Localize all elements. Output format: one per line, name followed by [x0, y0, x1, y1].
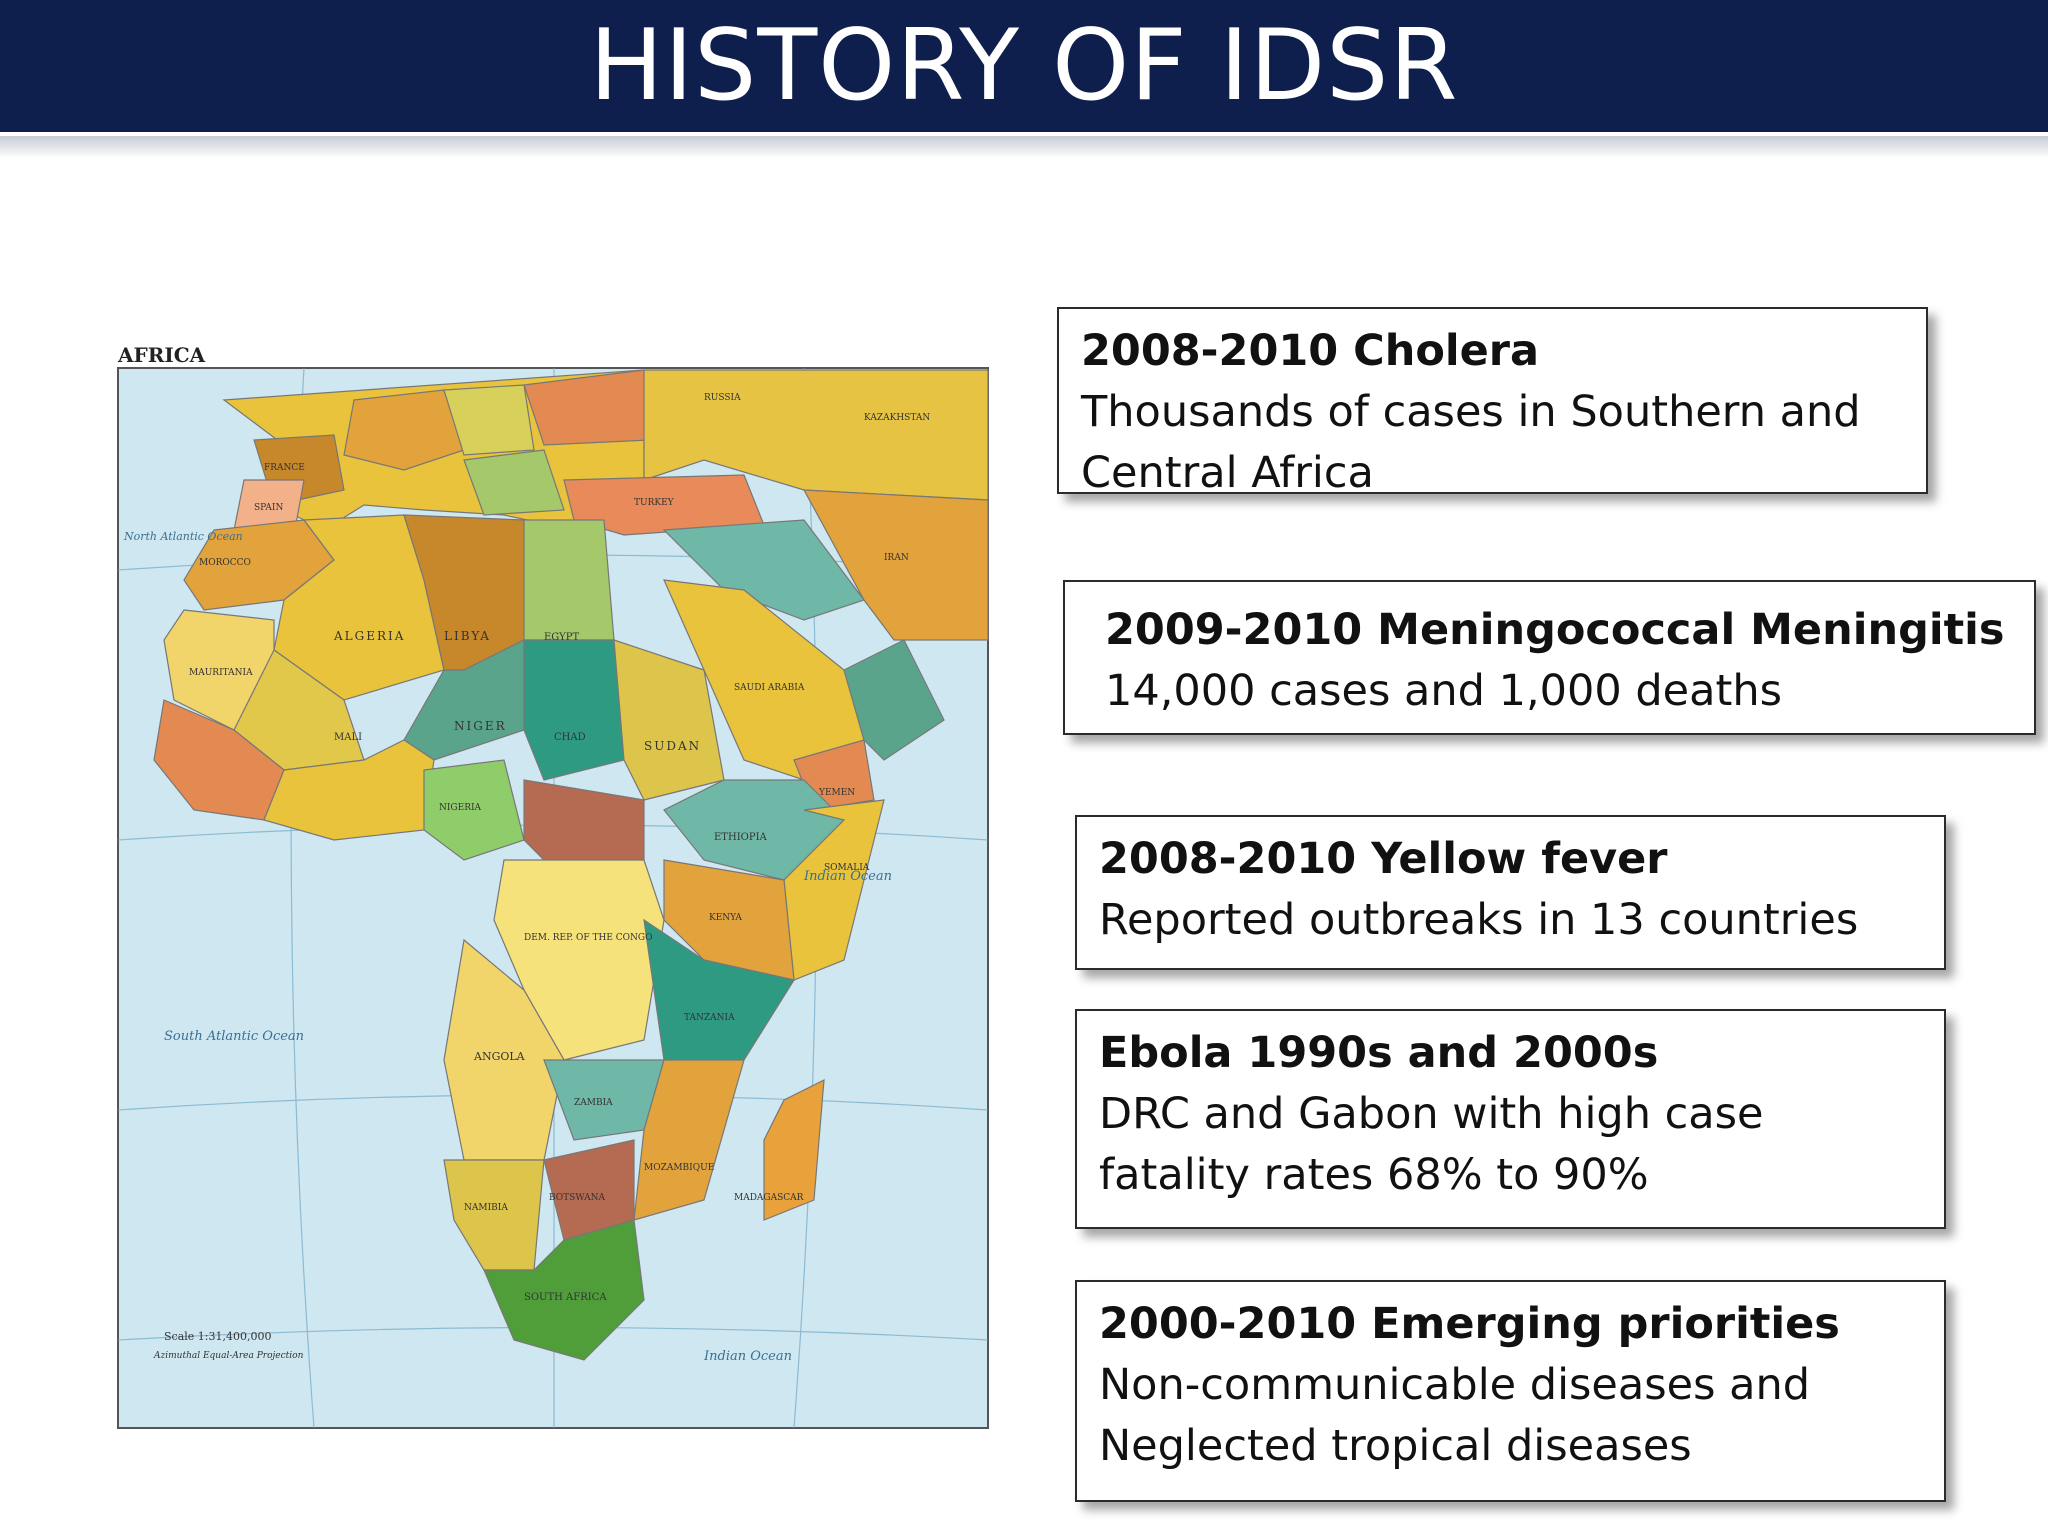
map-label-morocco: MOROCCO	[199, 558, 251, 568]
map-label-nigeria: NIGERIA	[439, 803, 482, 813]
map-label-algeria: ALGERIA	[333, 629, 405, 643]
map-projection: Azimuthal Equal-Area Projection	[153, 1351, 304, 1361]
map-label-spain: SPAIN	[254, 503, 283, 513]
map-label-angola: ANGOLA	[473, 1050, 526, 1063]
map-label-mauritania: MAURITANIA	[189, 668, 253, 678]
map-label-somalia: SOMALIA	[824, 863, 870, 873]
title-bar: HISTORY OF IDSR	[0, 0, 2048, 132]
map-label-niger: NIGER	[454, 719, 507, 733]
map-label-libya: LIBYA	[444, 629, 491, 643]
map-label-indian-ocean: Indian Ocean	[803, 869, 892, 884]
africa-map: AFRICA	[104, 340, 1004, 1440]
info-box-title: Ebola 1990s and 2000s	[1099, 1028, 1659, 1078]
info-box-line: fatality rates 68% to 90%	[1099, 1150, 1649, 1200]
map-label-tanzania: TANZANIA	[684, 1013, 735, 1023]
info-box-line: Thousands of cases in Southern and	[1081, 387, 1861, 437]
title-underline	[0, 132, 2048, 158]
map-labels: North Atlantic Ocean South Atlantic Ocea…	[123, 393, 930, 1364]
info-box-ebola: Ebola 1990s and 2000s DRC and Gabon with…	[1075, 1009, 1946, 1229]
map-label-ethiopia: ETHIOPIA	[714, 832, 768, 843]
map-label-yemen: YEMEN	[818, 788, 855, 798]
info-box-title: 2000-2010 Emerging priorities	[1099, 1299, 1840, 1349]
info-box-title: 2008-2010 Yellow fever	[1099, 834, 1668, 884]
info-box-line: 14,000 cases and 1,000 deaths	[1105, 666, 1782, 716]
info-box-title: 2009-2010 Meningococcal Meningitis	[1105, 605, 2005, 655]
map-label-turkey: TURKEY	[634, 498, 675, 508]
map-label-mozambique: MOZAMBIQUE	[644, 1163, 714, 1173]
map-label-kazakhstan: KAZAKHSTAN	[864, 413, 930, 423]
map-label-north-atlantic: North Atlantic Ocean	[123, 530, 243, 543]
map-label-zambia: ZAMBIA	[574, 1098, 613, 1108]
map-label-botswana: BOTSWANA	[549, 1193, 606, 1203]
page-title: HISTORY OF IDSR	[589, 9, 1459, 123]
map-label-iran: IRAN	[884, 553, 909, 563]
info-box-line: Central Africa	[1081, 448, 1374, 498]
info-box-line: Non-communicable diseases and	[1099, 1360, 1811, 1410]
europe-landmass	[222, 369, 989, 536]
map-label-chad: CHAD	[554, 732, 586, 743]
middle-east-landmass	[662, 489, 989, 811]
map-label-france: FRANCE	[264, 463, 305, 473]
info-box-meningitis: 2009-2010 Meningococcal Meningitis 14,00…	[1063, 580, 2036, 735]
info-box-title: 2008-2010 Cholera	[1081, 326, 1540, 376]
info-box-yellow-fever: 2008-2010 Yellow fever Reported outbreak…	[1075, 815, 1946, 970]
map-label-sudan: SUDAN	[644, 739, 701, 753]
map-label-south-atlantic: South Atlantic Ocean	[164, 1029, 304, 1044]
map-label-kenya: KENYA	[709, 913, 742, 923]
map-label-south-africa: SOUTH AFRICA	[524, 1292, 607, 1303]
map-scale: Scale 1:31,400,000	[164, 1330, 271, 1343]
map-heading: AFRICA	[117, 343, 206, 367]
map-label-drc: DEM. REP. OF THE CONGO	[524, 933, 653, 943]
info-box-line: DRC and Gabon with high case	[1099, 1089, 1764, 1139]
map-label-russia: RUSSIA	[704, 393, 741, 403]
info-box-line: Neglected tropical diseases	[1099, 1421, 1692, 1471]
map-label-saudi-arabia: SAUDI ARABIA	[734, 683, 805, 693]
info-box-cholera: 2008-2010 Cholera Thousands of cases in …	[1057, 307, 1928, 498]
map-label-mali: MALI	[334, 732, 362, 743]
map-label-madagascar: MADAGASCAR	[734, 1193, 804, 1203]
map-label-egypt: EGYPT	[544, 632, 579, 643]
africa-landmass	[153, 514, 885, 1361]
map-label-namibia: NAMIBIA	[464, 1203, 508, 1213]
info-box-emerging-priorities: 2000-2010 Emerging priorities Non-commun…	[1075, 1280, 1946, 1502]
map-label-indian-ocean-bottom: Indian Ocean	[703, 1349, 792, 1364]
info-box-line: Reported outbreaks in 13 countries	[1099, 895, 1859, 945]
